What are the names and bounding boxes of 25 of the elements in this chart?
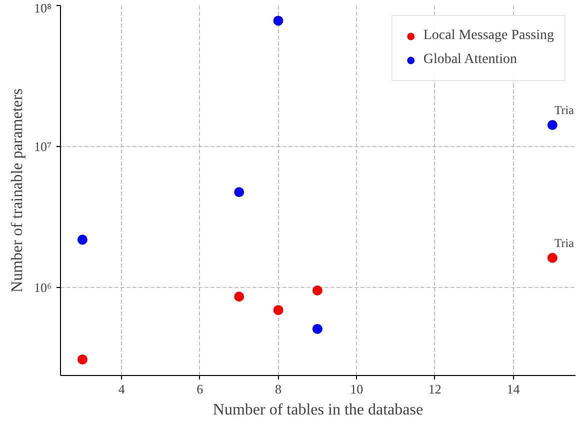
point [312,286,322,296]
point [312,324,322,334]
annotation: Tria [554,102,575,117]
y-axis-title: Number of trainable parameters [8,88,26,292]
y-tick-label: 10⁶ [34,280,52,295]
x-tick-label: 10 [350,382,364,396]
point [273,305,284,316]
point [547,252,558,263]
y-tick-label: 10⁷ [34,138,52,154]
point [77,354,88,364]
legend-label: Global Attention [423,52,518,68]
annotation: Tria [554,236,575,250]
point [77,234,88,245]
x-tick-label: 6 [196,382,204,396]
y-tick-label: 10⁸ [34,0,52,16]
point [234,292,244,302]
x-tick-label: 12 [428,382,442,396]
point [234,187,244,198]
legend-label: Local Message Passing [423,28,554,44]
x-tick-label: 8 [275,382,282,396]
point [273,16,284,26]
x-axis-title: Number of tables in the database [212,402,424,418]
x-tick-label: 14 [506,382,520,396]
x-tick-label: 4 [118,382,126,396]
point [547,120,558,130]
